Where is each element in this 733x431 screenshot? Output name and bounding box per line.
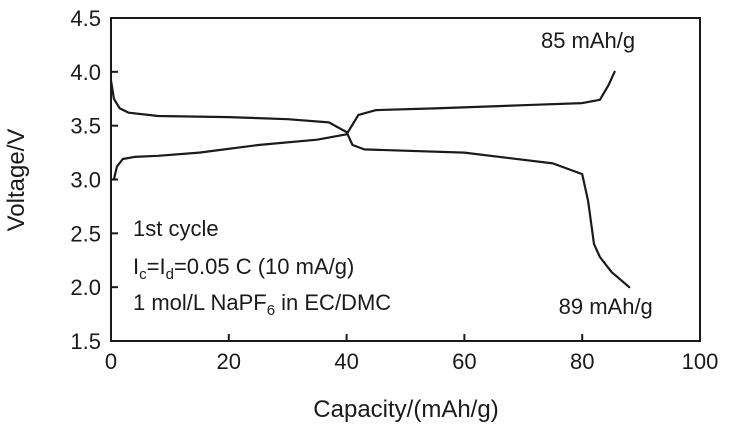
curves-layer bbox=[109, 70, 631, 289]
y-tick-label: 3.0 bbox=[70, 168, 101, 193]
discharge-curve bbox=[109, 79, 631, 289]
x-tick-label: 60 bbox=[452, 349, 476, 374]
note-cycle: 1st cycle bbox=[133, 216, 219, 241]
note-electrolyte-sub: 6 bbox=[267, 302, 275, 319]
x-tick-label: 80 bbox=[570, 349, 594, 374]
note-current-rest: =0.05 C (10 mA/g) bbox=[174, 254, 354, 279]
y-tick-label: 2.5 bbox=[70, 221, 101, 246]
y-tick-label: 3.5 bbox=[70, 114, 101, 139]
y-tick-label: 4.0 bbox=[70, 60, 101, 85]
annotation-charge-capacity: 85 mAh/g bbox=[541, 28, 635, 53]
annotation-discharge-capacity: 89 mAh/g bbox=[559, 294, 653, 319]
y-axis-title: Voltage/V bbox=[3, 129, 30, 232]
y-tick-label: 4.5 bbox=[70, 6, 101, 31]
note-current-d: d bbox=[166, 266, 174, 283]
note-current: Ic=Id=0.05 C (10 mA/g) bbox=[133, 254, 354, 283]
note-electrolyte-solvent: in EC/DMC bbox=[275, 290, 391, 315]
x-tick-label: 20 bbox=[217, 349, 241, 374]
x-tick-label: 40 bbox=[334, 349, 358, 374]
plot-frame bbox=[110, 17, 701, 342]
note-electrolyte-salt: 1 mol/L NaPF bbox=[133, 290, 267, 315]
x-tick-label: 0 bbox=[105, 349, 117, 374]
note-current-eq: =I bbox=[147, 254, 166, 279]
charge-curve bbox=[112, 70, 616, 181]
y-tick-label: 1.5 bbox=[70, 329, 101, 354]
note-current-c: c bbox=[139, 266, 147, 283]
x-tick-label: 100 bbox=[682, 349, 719, 374]
note-current-i: I bbox=[133, 254, 139, 279]
y-tick-label: 2.0 bbox=[70, 275, 101, 300]
x-axis-title: Capacity/(mAh/g) bbox=[313, 396, 498, 423]
note-electrolyte: 1 mol/L NaPF6 in EC/DMC bbox=[133, 290, 391, 319]
